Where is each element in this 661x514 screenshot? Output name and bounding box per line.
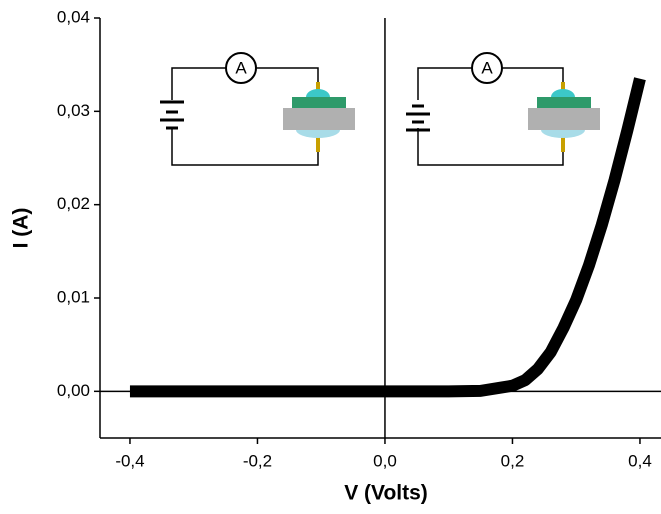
ammeter-label: A bbox=[235, 58, 247, 77]
ammeter bbox=[471, 52, 503, 84]
y-tick-label: 0,00 bbox=[57, 381, 90, 400]
substrate bbox=[528, 108, 600, 130]
x-tick-label: 0,2 bbox=[501, 451, 525, 470]
substrate bbox=[283, 108, 355, 130]
x-tick-label: 0,4 bbox=[628, 451, 652, 470]
y-tick-label: 0,04 bbox=[57, 7, 90, 26]
circuit-inset bbox=[160, 52, 355, 166]
x-axis-title: V (Volts) bbox=[344, 482, 428, 505]
x-tick-label: -0,2 bbox=[243, 451, 272, 470]
x-tick-label: 0,0 bbox=[373, 451, 397, 470]
y-tick-label: 0,03 bbox=[57, 101, 90, 120]
y-tick-label: 0,02 bbox=[57, 194, 90, 213]
layer bbox=[292, 97, 346, 108]
y-axis-title: I (A) bbox=[10, 208, 33, 249]
x-tick-label: -0,4 bbox=[115, 451, 144, 470]
ammeter bbox=[225, 52, 257, 84]
circuit-inset bbox=[406, 52, 600, 166]
y-tick-label: 0,01 bbox=[57, 287, 90, 306]
layer bbox=[537, 97, 591, 108]
ammeter-label: A bbox=[481, 58, 493, 77]
data-line bbox=[129, 77, 646, 398]
